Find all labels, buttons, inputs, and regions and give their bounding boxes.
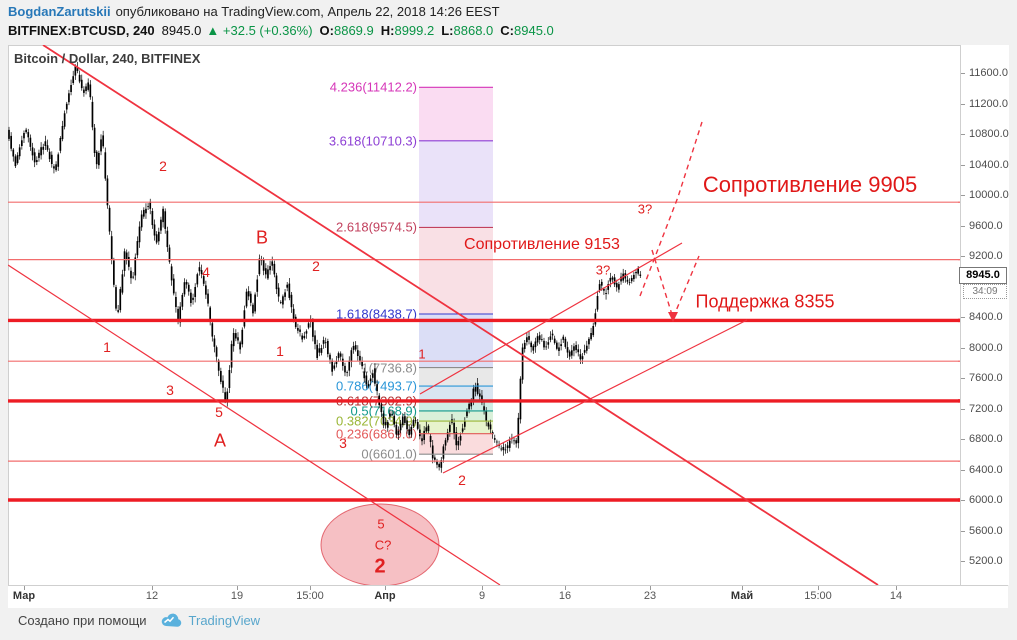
price-tick-mark: [961, 195, 965, 196]
price-tick-mark: [961, 530, 965, 532]
time-tick-mark: [152, 586, 153, 590]
tradingview-logo-icon: [161, 613, 181, 627]
time-tick-mark: [310, 586, 311, 590]
time-tick-label: 15:00: [804, 590, 832, 602]
price-tick-label: 7600.0: [969, 372, 1003, 384]
time-tick-label: 9: [478, 590, 486, 602]
tradingview-brand-link[interactable]: TradingView: [188, 612, 261, 628]
price-tick-mark: [961, 317, 965, 318]
wave2-ellipse: [320, 503, 440, 585]
time-tick-mark: [650, 586, 651, 590]
price-tick-mark: [961, 439, 965, 440]
low-label: L:: [441, 23, 454, 38]
price-tick-label: 8000.0: [969, 341, 1003, 354]
chart-legend: Bitcoin / Dollar, 240, BITFINEX: [14, 51, 201, 66]
symbol-name: BITFINEX:BTCUSD, 240: [8, 23, 155, 38]
author-link[interactable]: BogdanZarutskii: [8, 4, 111, 19]
time-tick-label: 12: [145, 590, 159, 602]
price-tick-mark: [961, 469, 965, 471]
trendlines: [8, 45, 879, 585]
price-tick-label: 6000.0: [969, 494, 1003, 506]
up-arrow-icon: ▲: [206, 23, 220, 38]
high-label: H:: [380, 23, 395, 38]
time-tick-mark: [565, 586, 566, 590]
last-price-tag: 8945.0: [959, 267, 1007, 285]
time-tick-mark: [482, 586, 483, 590]
high-value: 8999.2: [394, 23, 435, 38]
price-tick-mark: [961, 164, 965, 166]
price-tick-mark: [961, 225, 965, 227]
time-tick-label: Апр: [374, 590, 396, 602]
bar-countdown: 34:09: [963, 284, 1007, 300]
price-tick-mark: [961, 347, 965, 349]
symbol-header: BITFINEX:BTCUSD, 240 8945.0 ▲ +32.5 (+0.36…: [8, 23, 554, 38]
price-tick-label: 11600.0: [969, 67, 1008, 79]
price-tick-label: 11200.0: [969, 97, 1008, 110]
footer: Создано при помощи TradingView: [18, 612, 260, 628]
price-tick-label: 5600.0: [969, 524, 1003, 537]
price-tick-mark: [961, 378, 965, 379]
price-tick-mark: [961, 103, 965, 105]
price-tick-label: 7200.0: [969, 402, 1003, 415]
time-tick-label: 16: [558, 590, 572, 602]
time-tick-label: 14: [889, 590, 903, 602]
price-tick-label: 5200.0: [969, 555, 1003, 567]
price-tick-label: 10800.0: [969, 128, 1009, 140]
fib-bands: [419, 87, 493, 455]
price-tick-mark: [961, 256, 965, 257]
candles: [8, 61, 642, 473]
price-tick-label: 9600.0: [969, 219, 1003, 232]
time-tick-label: Мар: [12, 590, 36, 602]
price-tick-label: 8400.0: [969, 311, 1003, 323]
price-tick-label: 10400.0: [969, 158, 1009, 171]
publish-info: опубликовано на TradingView.com, Апрель …: [115, 4, 500, 19]
close-value: 8945.0: [514, 23, 554, 38]
price-tick-label: 10000.0: [969, 189, 1009, 201]
time-tick-label: 19: [230, 590, 244, 602]
time-tick-mark: [742, 586, 743, 590]
price-tick-mark: [961, 408, 965, 410]
price-tick-mark: [961, 73, 965, 74]
time-tick-mark: [385, 586, 386, 590]
last-price: 8945.0: [161, 23, 202, 38]
time-tick-mark: [818, 586, 819, 590]
time-axis[interactable]: Мар 12 19 15:00 Апр 9 16 23 Май 15:00 14: [8, 585, 1008, 608]
time-tick-mark: [237, 586, 238, 590]
open-label: O:: [319, 23, 334, 38]
price-axis[interactable]: 11600.0 11200.0 10800.0 10400.0 10000.0 9600.…: [959, 45, 1009, 585]
price-tick-mark: [961, 561, 965, 562]
chart-container[interactable]: [8, 45, 1008, 607]
price-tick-mark: [961, 500, 965, 501]
price-tick-label: 6800.0: [969, 433, 1003, 445]
open-value: 8869.9: [333, 23, 374, 38]
price-tick-label: 6400.0: [969, 463, 1003, 476]
projection-dashed: [639, 121, 703, 322]
price-change: +32.5 (+0.36%): [222, 23, 313, 38]
low-value: 8868.0: [453, 23, 494, 38]
close-label: C:: [500, 23, 514, 38]
publish-header: BogdanZarutskii опубликовано на TradingVi…: [8, 4, 500, 19]
time-tick-mark: [896, 586, 897, 590]
sr-lines: [8, 201, 960, 502]
footer-text: Создано при помощи: [18, 612, 147, 628]
fib-lines: [419, 86, 493, 455]
time-tick-label: Май: [730, 590, 754, 602]
time-tick-mark: [24, 586, 25, 590]
price-tick-label: 9200.0: [969, 250, 1003, 262]
time-tick-label: 15:00: [296, 590, 324, 602]
price-tick-mark: [961, 134, 965, 135]
arrowhead-down: [668, 312, 678, 322]
time-tick-label: 23: [643, 590, 657, 602]
